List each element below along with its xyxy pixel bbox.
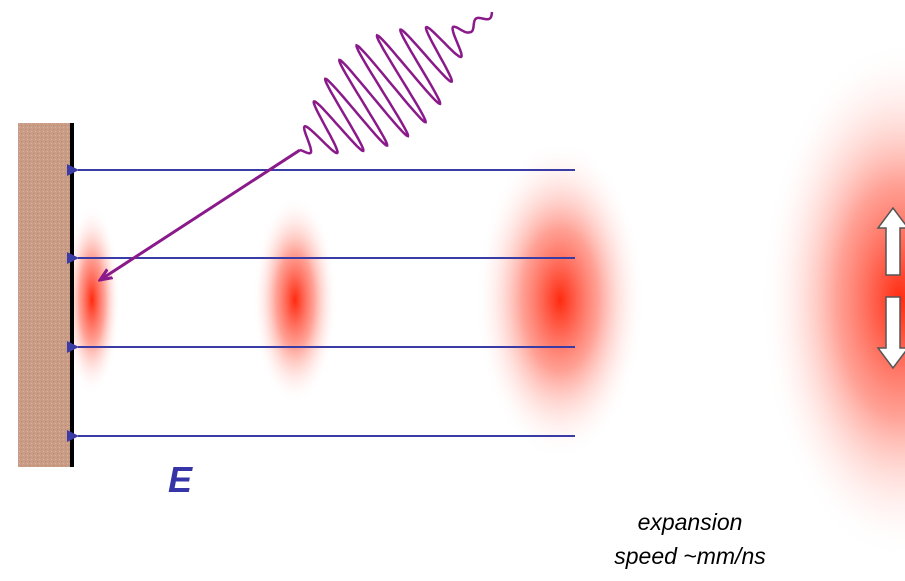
page: E expansion speed ~mm/ns (() => { const … (0, 0, 905, 581)
diagram: E expansion speed ~mm/ns (0, 0, 905, 581)
plasma-blob (253, 195, 337, 405)
plasma-blob (475, 140, 645, 460)
field-label: E (168, 459, 193, 500)
caption-line: expansion (638, 509, 743, 535)
laser-pulse (300, 12, 492, 153)
target-wall (18, 123, 72, 467)
caption-line: speed ~mm/ns (614, 543, 766, 569)
plasma-blob (760, 40, 905, 560)
